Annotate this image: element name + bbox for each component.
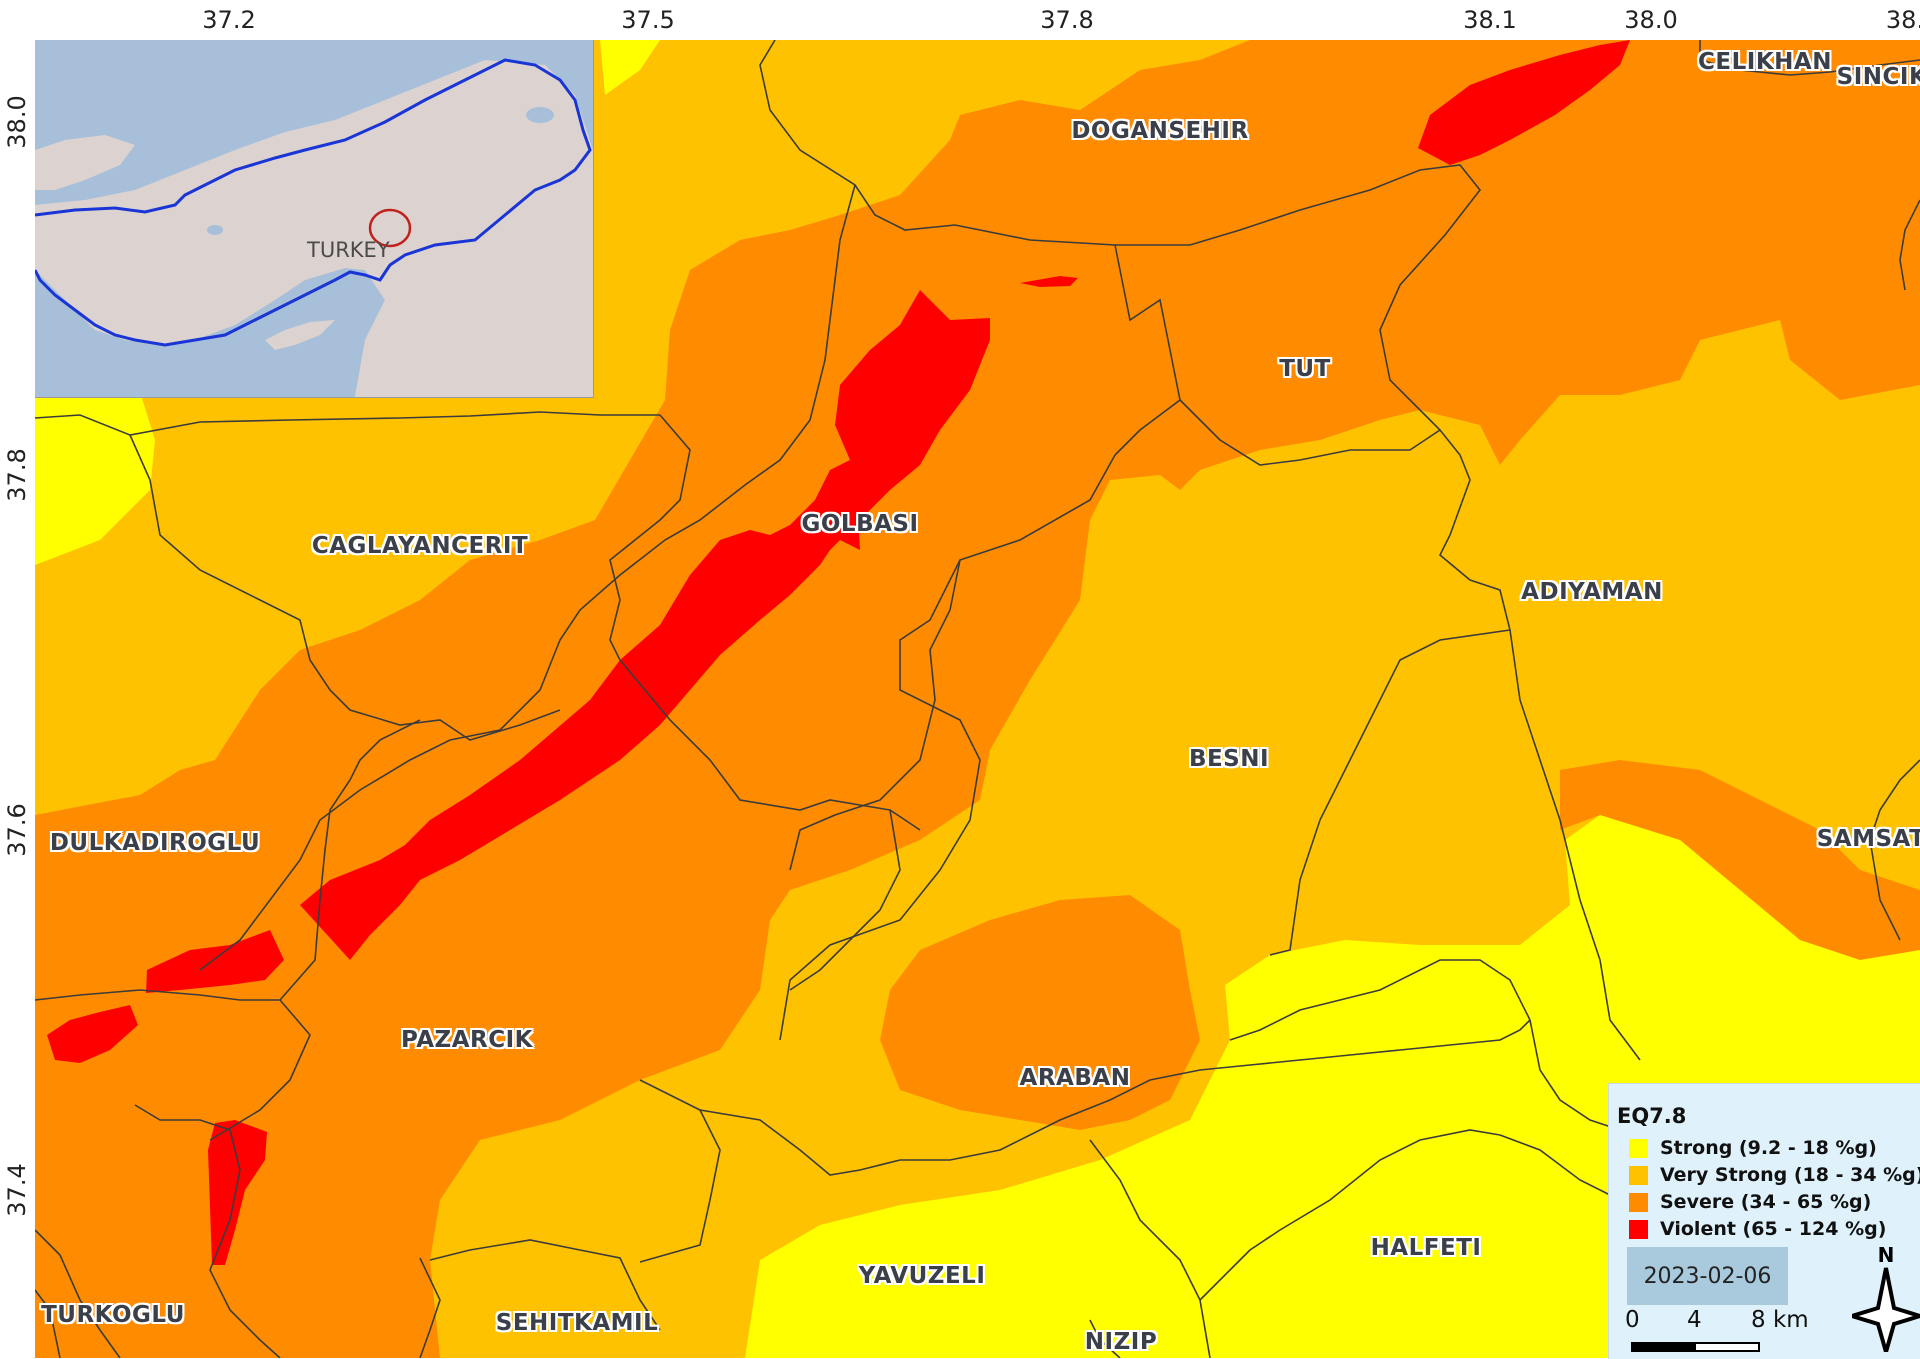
legend-panel: EQ7.8 Strong (9.2 - 18 %g) Very Strong (…: [1608, 1083, 1920, 1359]
place-label: SAMSAT: [1816, 826, 1920, 852]
inset-lake: [526, 107, 554, 123]
legend-item-strong: Strong (9.2 - 18 %g): [1629, 1136, 1877, 1160]
y-tick: 37.4: [3, 1163, 31, 1217]
inset-lake: [207, 225, 223, 235]
place-label: HALFETI: [1370, 1235, 1482, 1261]
inset-land-bulgaria: [35, 135, 135, 190]
scale-bar: [1631, 1342, 1760, 1352]
district-boundaries: [35, 40, 1920, 1358]
place-label: TURKOGLU: [41, 1302, 185, 1328]
x-tick: 37.2: [202, 6, 256, 34]
inset-country-label: TURKEY: [307, 238, 390, 262]
x-axis: 37.2 37.5 37.8 38.1 38.0 38.: [0, 0, 1920, 40]
y-tick: 38.0: [3, 95, 31, 149]
zone-violent-south: [208, 1120, 267, 1265]
legend-label: Very Strong (18 - 34 %g): [1660, 1164, 1920, 1186]
x-tick: 38.1: [1463, 6, 1517, 34]
scale-bar-segment: [1633, 1344, 1696, 1350]
y-axis: 38.0 37.8 37.6 37.4: [0, 0, 35, 1358]
event-date: 2023-02-06: [1643, 1263, 1772, 1289]
x-tick: 38.0: [1624, 6, 1678, 34]
legend-item-severe: Severe (34 - 65 %g): [1629, 1190, 1871, 1214]
place-label: YAVUZELI: [858, 1263, 986, 1289]
scale-bar-segment: [1695, 1344, 1758, 1350]
place-label: CAGLAYANCERIT: [311, 533, 529, 559]
x-tick: 38.: [1885, 6, 1920, 34]
zone-severe-main: [35, 40, 1920, 1358]
legend-label: Violent (65 - 124 %g): [1660, 1218, 1887, 1240]
x-tick: 37.8: [1040, 6, 1094, 34]
zone-violent-sw2: [47, 1005, 138, 1063]
inset-epicenter-marker: [368, 208, 412, 248]
place-label: ARABAN: [1019, 1065, 1131, 1091]
place-label: TUT: [1279, 356, 1331, 382]
y-tick: 37.8: [3, 448, 31, 502]
inset-locator-map: TURKEY: [35, 40, 594, 398]
scale-label-4: 4: [1687, 1307, 1702, 1333]
zone-strong-top: [600, 40, 660, 95]
event-date-badge: 2023-02-06: [1627, 1247, 1788, 1305]
place-label: ADIYAMAN: [1521, 579, 1663, 605]
north-arrow-icon: N: [1852, 1243, 1920, 1352]
legend-item-very-strong: Very Strong (18 - 34 %g): [1629, 1163, 1920, 1187]
place-label: SEHITKAMIL: [495, 1310, 659, 1336]
zone-strong-west: [35, 392, 155, 565]
zone-violent-north-sliver: [1020, 276, 1078, 287]
zone-severe-araban: [880, 895, 1200, 1130]
legend-swatch-very-strong: [1629, 1165, 1648, 1185]
place-label: DULKADIROGLU: [49, 830, 261, 856]
scale-label-8: 8 km: [1751, 1307, 1809, 1333]
zone-violent-main-rupture: [300, 290, 990, 960]
zone-violent-golbasi: [810, 515, 860, 550]
inset-land-syria: [355, 210, 593, 397]
zone-violent-sw1: [146, 930, 284, 993]
legend-swatch-severe: [1629, 1192, 1648, 1212]
x-tick: 37.5: [621, 6, 675, 34]
place-label: BESNI: [1188, 746, 1270, 772]
inset-map-graphic: [35, 58, 593, 397]
y-tick: 37.6: [3, 803, 31, 857]
place-label: CELIKHAN: [1698, 49, 1832, 75]
legend-swatch-strong: [1629, 1138, 1648, 1158]
north-label: N: [1878, 1243, 1895, 1267]
legend-label: Strong (9.2 - 18 %g): [1660, 1137, 1877, 1159]
legend-label: Severe (34 - 65 %g): [1660, 1191, 1872, 1213]
place-label: GOLBASI: [801, 511, 919, 537]
legend-swatch-violent: [1629, 1219, 1648, 1239]
place-label: SINCIK: [1836, 64, 1920, 90]
zone-violent-northeast: [1418, 40, 1630, 165]
legend-item-violent: Violent (65 - 124 %g): [1629, 1217, 1886, 1241]
place-label: PAZARCIK: [401, 1027, 533, 1053]
place-label: DOGANSEHIR: [1071, 118, 1249, 144]
inset-country-border: [35, 58, 592, 347]
zone-severe-east: [1560, 760, 1920, 960]
legend-title: EQ7.8: [1617, 1104, 1687, 1128]
inset-island-cyprus: [265, 320, 335, 350]
scale-label-0: 0: [1625, 1307, 1640, 1333]
place-label: NIZIP: [1084, 1329, 1158, 1355]
